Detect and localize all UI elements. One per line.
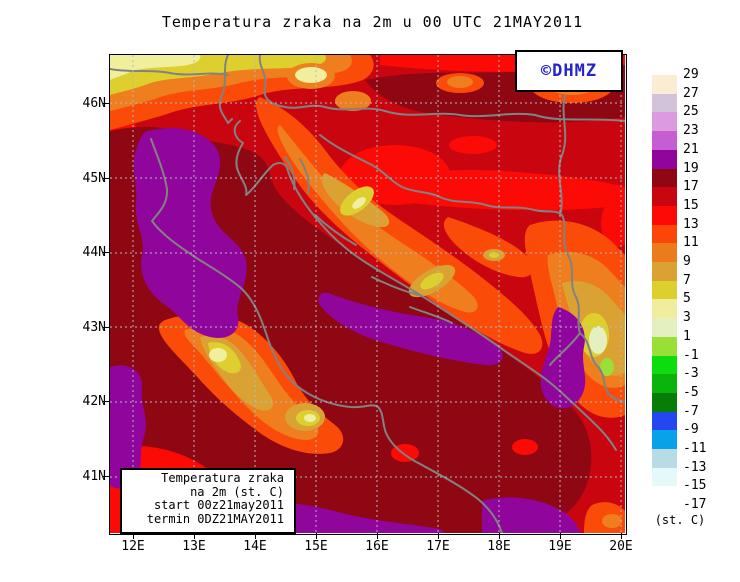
lon-tick [621, 533, 622, 539]
colorbar-swatch [652, 318, 677, 338]
colorbar-tick-label: -11 [683, 441, 707, 456]
lat-tick [103, 252, 109, 253]
lon-tick [499, 533, 500, 539]
colorbar-unit-label: (st. C) [654, 513, 706, 527]
colorbar-swatch [652, 355, 677, 375]
info-box-line1: Temperatura zraka [161, 471, 284, 485]
colorbar-tick-label: -9 [683, 422, 699, 438]
dhmz-watermark: ©DHMZ [515, 50, 623, 92]
colorbar-tick-label: -5 [683, 384, 699, 400]
plot-frame [109, 54, 627, 535]
colorbar-tick-label: 27 [683, 85, 699, 101]
colorbar-swatch [652, 262, 677, 282]
colorbar-tick-label: 15 [683, 197, 699, 213]
lat-tick [103, 103, 109, 104]
colorbar-swatch [652, 411, 677, 431]
map-title: Temperatura zraka na 2m u 00 UTC 21MAY20… [161, 13, 584, 31]
lat-tick [103, 476, 109, 477]
lon-tick-label: 15E [304, 539, 328, 554]
lat-tick-label: 44N [82, 245, 106, 260]
colorbar-tick-label: 7 [683, 272, 691, 288]
info-box-line2: na 2m (st. C) [190, 484, 284, 499]
lon-tick [560, 533, 561, 539]
colorbar-swatch [652, 243, 677, 263]
colorbar-swatch [652, 149, 677, 170]
lon-tick [194, 533, 195, 539]
colorbar-tick-label: 19 [683, 160, 699, 176]
lon-tick-label: 16E [365, 539, 389, 554]
lat-tick-label: 43N [82, 320, 106, 335]
colorbar-swatch [652, 430, 677, 450]
colorbar-tick-label: 13 [683, 216, 699, 232]
lon-tick [133, 533, 134, 539]
lon-tick-label: 20E [609, 539, 633, 554]
colorbar-swatch [652, 374, 677, 394]
lon-tick [316, 533, 317, 539]
colorbar-tick-label: -3 [683, 366, 699, 382]
lon-tick-label: 14E [243, 539, 267, 554]
lon-tick-label: 13E [182, 539, 206, 554]
lat-tick-label: 45N [82, 171, 106, 186]
colorbar-swatch [652, 75, 677, 95]
colorbar-tick-label: 9 [683, 254, 691, 269]
colorbar-swatch [652, 112, 677, 132]
lon-tick-label: 17E [426, 539, 450, 554]
colorbar-tick-label: 11 [683, 235, 699, 251]
lat-tick-label: 46N [82, 96, 106, 111]
lat-tick [103, 401, 109, 402]
dhmz-watermark-text: ©DHMZ [540, 61, 598, 81]
colorbar-swatch [652, 299, 677, 319]
lat-tick [103, 178, 109, 179]
colorbar-swatch [652, 392, 677, 413]
info-box-line3: start 00z21may2011 [153, 498, 284, 512]
colorbar-tick-label: 17 [683, 179, 699, 195]
colorbar-tick-label: -7 [683, 403, 699, 419]
colorbar-swatch [652, 205, 677, 226]
colorbar-swatch [652, 486, 677, 506]
colorbar-tick-label: 25 [683, 104, 699, 120]
colorbar-tick-label: 1 [683, 328, 691, 344]
info-box-line4: termin 0DZ21MAY2011 [146, 511, 284, 526]
colorbar-tick-label: -1 [683, 347, 699, 363]
lon-tick [255, 533, 256, 539]
coastlines-borders [110, 55, 625, 533]
lat-tick-label: 42N [82, 394, 106, 409]
colorbar-swatch [652, 93, 677, 113]
lon-tick [438, 533, 439, 539]
lon-tick-label: 12E [121, 539, 145, 554]
colorbar-tick-label: 23 [683, 123, 699, 139]
temperature-map [110, 55, 625, 533]
lat-tick [103, 327, 109, 328]
lon-tick-label: 19E [548, 539, 572, 554]
colorbar-swatch [652, 224, 677, 244]
colorbar-tick-label: 3 [683, 310, 691, 326]
colorbar-swatch [652, 449, 677, 469]
colorbar-tick-label: -15 [683, 478, 707, 494]
colorbar-swatch [652, 131, 677, 151]
colorbar-tick-label: 5 [683, 291, 691, 307]
colorbar-swatch [652, 187, 677, 207]
lon-tick-label: 18E [487, 539, 511, 554]
colorbar-tick-label: -17 [683, 497, 707, 513]
lat-tick-label: 41N [82, 469, 106, 484]
colorbar-swatch [652, 280, 677, 300]
colorbar-tick-label: -13 [683, 459, 707, 475]
info-box: Temperatura zraka na 2m (st. C) start 00… [120, 468, 296, 534]
colorbar-swatch [652, 168, 677, 188]
colorbar-swatch [652, 336, 677, 357]
colorbar-tick-label: 21 [683, 141, 699, 157]
colorbar-swatch [652, 467, 677, 487]
colorbar-tick-label: 29 [683, 67, 699, 82]
lon-tick [377, 533, 378, 539]
